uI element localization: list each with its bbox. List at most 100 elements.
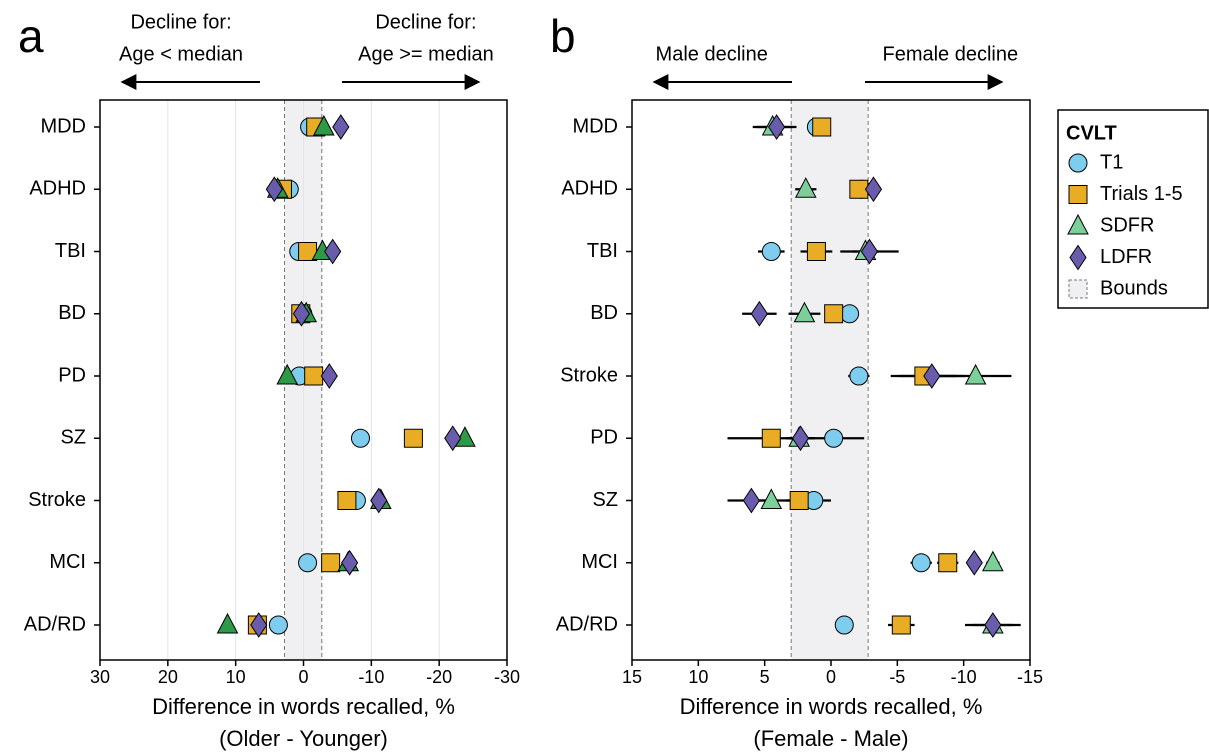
category-label: ADHD	[29, 178, 86, 200]
annotation: Male decline	[656, 43, 768, 65]
marker-circle	[849, 366, 869, 386]
x-tick-label: 0	[298, 667, 308, 687]
category-label: ADHD	[561, 178, 618, 200]
legend-label: LDFR	[1100, 246, 1152, 268]
marker-circle	[350, 428, 370, 448]
marker-triangle	[794, 177, 817, 198]
x-tick-label: -15	[1017, 667, 1043, 687]
annotation: Age < median	[119, 43, 243, 65]
marker-diamond	[250, 612, 268, 638]
marker-diamond	[768, 114, 786, 140]
x-tick-label: 20	[158, 667, 178, 687]
marker-square	[824, 304, 844, 324]
marker-diamond	[444, 425, 462, 452]
annotation: Decline for:	[130, 11, 231, 33]
marker-square	[789, 491, 809, 510]
marker-diamond	[370, 487, 388, 514]
marker-diamond	[860, 238, 879, 265]
x-axis-label: Difference in words recalled, %	[680, 694, 983, 719]
legend-label: Bounds	[1100, 277, 1168, 299]
marker-square	[1068, 185, 1088, 204]
category-label: MDD	[40, 115, 86, 137]
annotation: Female decline	[882, 43, 1018, 65]
category-label: BD	[58, 302, 86, 324]
plot-frame	[631, 99, 1031, 661]
category-label: Stroke	[28, 489, 86, 511]
category-label: MCI	[49, 551, 86, 573]
marker-diamond	[984, 612, 1002, 638]
marker-circle	[911, 553, 931, 573]
x-tick-label: 0	[826, 667, 836, 687]
marker-triangle	[216, 612, 239, 634]
marker-diamond	[324, 238, 342, 265]
x-tick-label: -30	[494, 667, 520, 687]
marker-square	[938, 553, 958, 573]
marker-square	[761, 428, 781, 448]
marker-square	[304, 366, 324, 386]
category-label: SZ	[592, 489, 618, 511]
marker-square	[337, 491, 357, 510]
legend-label: Trials 1-5	[1100, 183, 1183, 205]
marker-diamond	[292, 300, 311, 327]
marker-circle	[824, 428, 844, 448]
annotation: Decline for:	[375, 11, 476, 33]
x-axis-label: Difference in words recalled, %	[152, 694, 455, 719]
category-label: MCI	[581, 551, 618, 573]
category-label: PD	[590, 427, 618, 449]
marker-triangle	[276, 363, 299, 385]
x-tick-label: -10	[951, 667, 977, 687]
marker-circle	[761, 242, 781, 261]
marker-triangle	[760, 488, 783, 509]
marker-circle	[268, 615, 288, 635]
marker-square	[891, 615, 911, 635]
marker-diamond	[265, 176, 283, 203]
legend-label: SDFR	[1100, 214, 1154, 236]
x-tick-label: 5	[760, 667, 770, 687]
marker-triangle	[1067, 213, 1089, 235]
marker-circle	[840, 304, 860, 324]
x-tick-label: 15	[622, 667, 642, 687]
category-label: PD	[58, 364, 86, 386]
marker-square	[812, 117, 832, 137]
category-label: AD/RD	[556, 613, 618, 635]
marker-diamond	[923, 363, 941, 389]
marker-square	[806, 242, 826, 261]
category-label: TBI	[587, 240, 618, 262]
marker-diamond	[742, 487, 761, 514]
x-tick-label: -5	[889, 667, 905, 687]
category-label: SZ	[60, 427, 86, 449]
legend-title: CVLT	[1066, 122, 1117, 144]
marker-triangle	[313, 114, 335, 136]
category-label: MDD	[572, 115, 618, 137]
category-label: TBI	[55, 240, 86, 262]
legend-bounds-swatch	[1068, 279, 1088, 299]
marker-diamond	[864, 176, 883, 203]
marker-circle	[298, 553, 318, 573]
marker-triangle	[982, 550, 1004, 572]
x-tick-label: 10	[226, 667, 246, 687]
x-tick-label: 30	[90, 667, 110, 687]
x-tick-label: 10	[688, 667, 708, 687]
marker-square	[321, 553, 341, 573]
marker-square	[403, 428, 423, 448]
marker-triangle	[793, 301, 816, 323]
marker-circle	[1068, 153, 1088, 173]
marker-circle	[834, 615, 854, 635]
category-label: AD/RD	[24, 613, 86, 635]
marker-diamond	[332, 114, 350, 140]
annotation: Age >= median	[358, 43, 494, 65]
marker-triangle	[964, 363, 987, 385]
x-tick-label: -20	[426, 667, 452, 687]
panel-letter: b	[550, 10, 576, 62]
category-label: BD	[590, 302, 618, 324]
x-axis-sublabel: (Female - Male)	[753, 726, 908, 751]
marker-diamond	[341, 549, 359, 576]
marker-diamond	[750, 300, 768, 327]
marker-diamond	[1069, 244, 1087, 271]
legend-box	[1057, 109, 1209, 309]
category-label: Stroke	[560, 364, 618, 386]
legend-label: T1	[1100, 151, 1123, 173]
marker-diamond	[791, 425, 810, 452]
marker-diamond	[320, 363, 338, 389]
